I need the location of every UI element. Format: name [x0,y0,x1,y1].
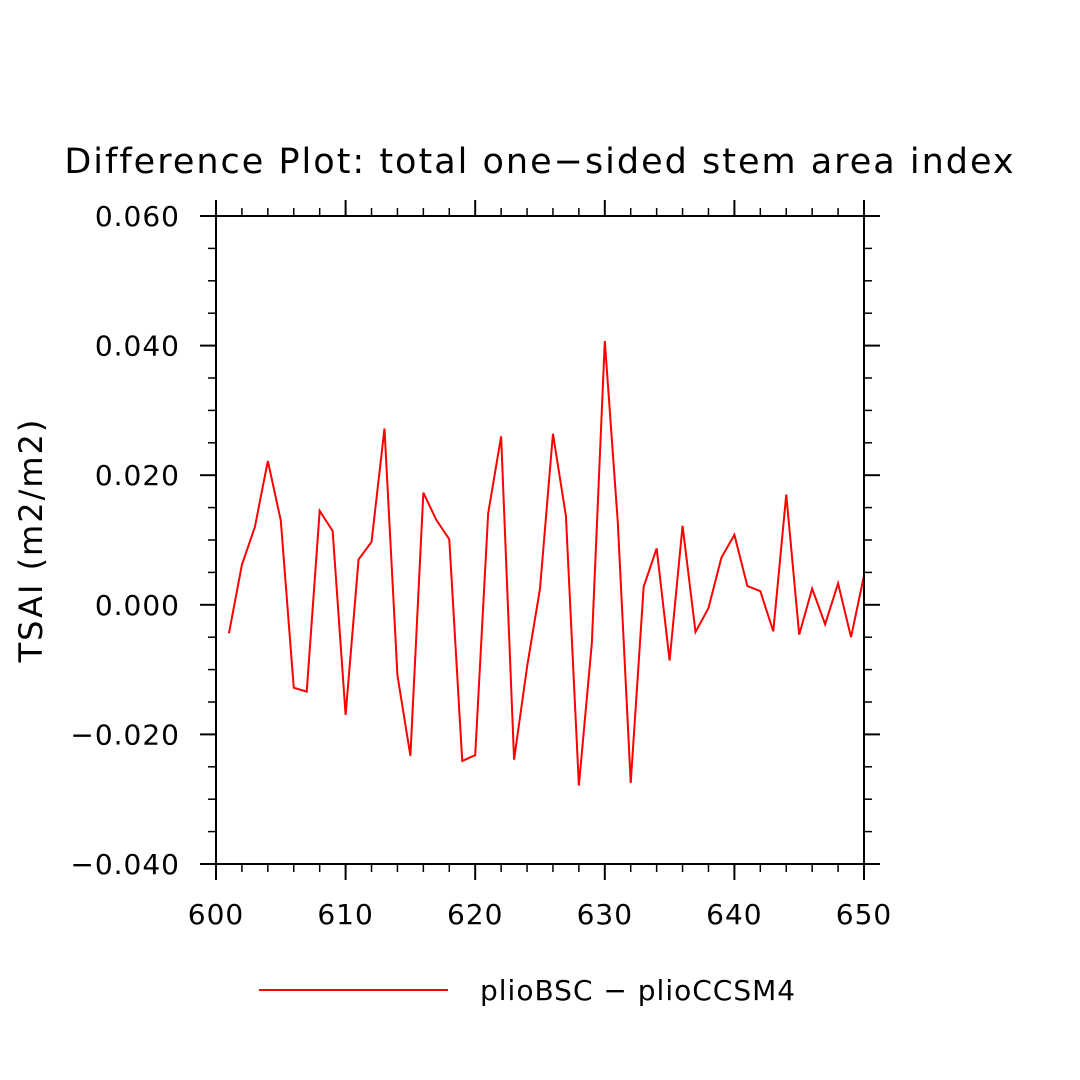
x-tick-label: 610 [317,898,373,931]
legend: plioBSC − plioCCSM4 [259,974,796,1007]
x-tick-label: 620 [447,898,503,931]
series-layer [227,340,865,786]
x-tick-label: 650 [836,898,892,931]
series-line [227,340,865,786]
y-tick-label: 0.000 [95,589,180,622]
legend-label: plioBSC − plioCCSM4 [480,974,796,1007]
chart-title: Difference Plot: total one−sided stem ar… [64,142,1015,182]
y-tick-label: 0.020 [95,459,180,492]
tick-labels: 600 610 620 630 640 650 −0.040 −0.020 0.000 0.020… [70,200,892,931]
y-axis-label: TSAI (m2/m2) [12,418,50,664]
plot-frame [215,215,865,865]
y-tick-label: 0.040 [95,330,180,363]
y-tick-label: −0.040 [70,848,180,881]
x-tick-label: 630 [577,898,633,931]
x-tick-label: 640 [706,898,762,931]
axis-ticks [200,200,880,880]
x-tick-label: 600 [188,898,244,931]
y-tick-label: 0.060 [95,200,180,233]
y-tick-label: −0.020 [70,718,180,751]
